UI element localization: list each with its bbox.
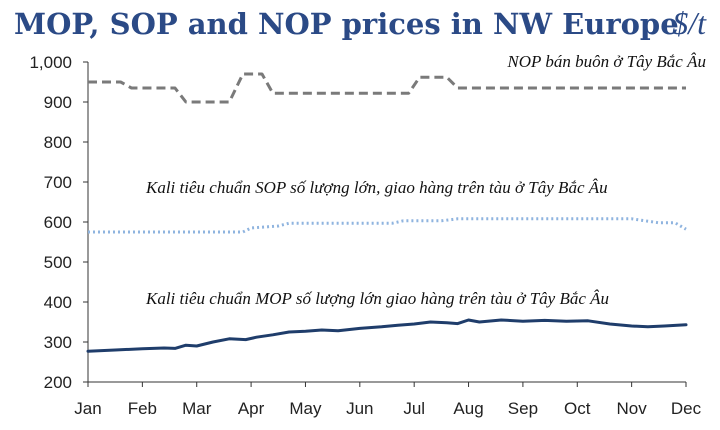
x-tick-label: Feb xyxy=(128,399,157,418)
x-tick-label: Nov xyxy=(617,399,648,418)
series-line-nop xyxy=(88,72,686,104)
annotation-mop: Kali tiêu chuẩn MOP số lượng lớn giao hà… xyxy=(145,289,609,308)
series-layer xyxy=(86,72,688,353)
y-tick-label: 200 xyxy=(44,373,72,392)
series-line-sop xyxy=(88,217,687,234)
y-tick-label: 900 xyxy=(44,93,72,112)
x-tick-label: Sep xyxy=(508,399,538,418)
chart-title: MOP, SOP and NOP prices in NW Europe xyxy=(14,7,679,41)
x-tick-label: Mar xyxy=(182,399,212,418)
series-line-mop xyxy=(86,318,688,353)
annotation-nop: NOP bán buôn ở Tây Bắc Âu xyxy=(506,52,706,71)
y-tick-label: 700 xyxy=(44,173,72,192)
x-tick-label: Oct xyxy=(564,399,591,418)
y-tick-label: 800 xyxy=(44,133,72,152)
x-tick-label: Aug xyxy=(453,399,483,418)
x-tick-label: Jun xyxy=(346,399,373,418)
y-tick-label: 1,000 xyxy=(29,53,72,72)
y-tick-label: 400 xyxy=(44,293,72,312)
unit-label: $/t xyxy=(672,5,707,41)
x-axis: Jan Feb Mar Apr May Jun Jul Aug Sep Oct Nov Dec xyxy=(74,381,702,418)
annotation-sop: Kali tiêu chuẩn SOP số lượng lớn, giao h… xyxy=(145,178,608,197)
y-tick-label: 600 xyxy=(44,213,72,232)
x-tick-label: Dec xyxy=(671,399,702,418)
x-tick-label: Apr xyxy=(238,399,265,418)
x-tick-label: May xyxy=(289,399,322,418)
x-tick-label: Jan xyxy=(74,399,101,418)
y-tick-label: 300 xyxy=(44,333,72,352)
x-tick-label: Jul xyxy=(403,399,425,418)
y-tick-label: 500 xyxy=(44,253,72,272)
y-axis: 200 300 400 500 600 700 800 900 1,000 xyxy=(29,53,89,392)
